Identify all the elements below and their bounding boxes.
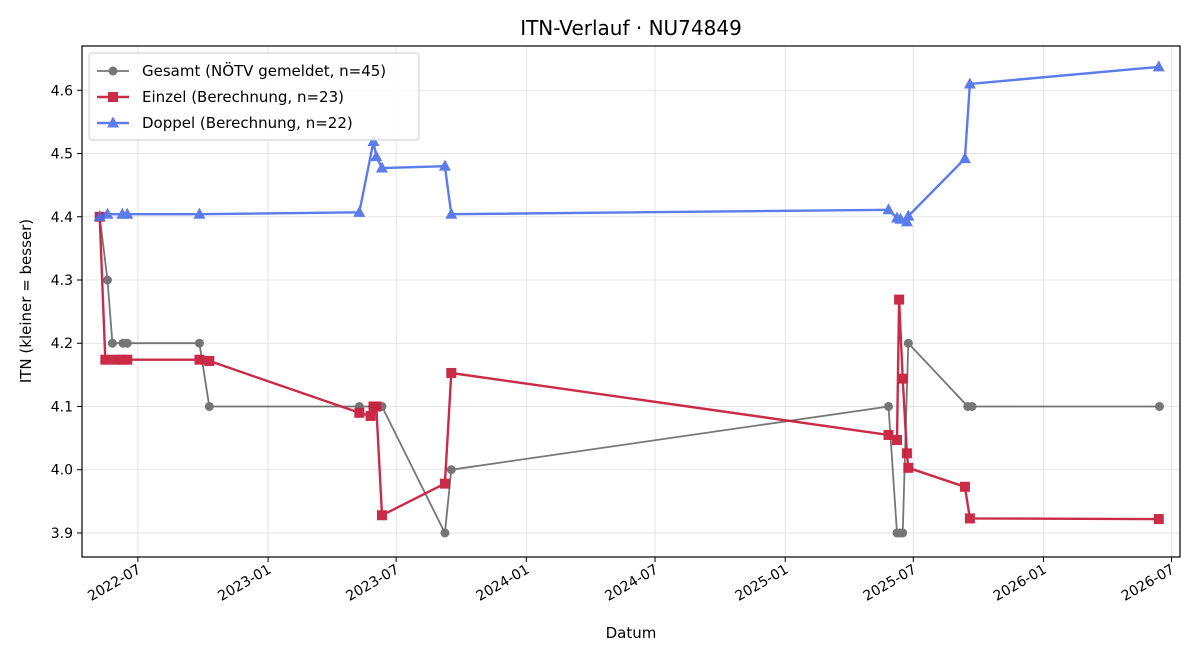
series-gesamt-point (898, 528, 908, 538)
x-tick-label: 2023-01 (215, 562, 274, 605)
series-einzel-point (376, 510, 387, 521)
series-einzel (94, 211, 1164, 525)
series-einzel-point (354, 407, 365, 418)
series-gesamt (95, 212, 1164, 538)
series-gesamt-point (967, 401, 977, 411)
x-tick-label: 2025-07 (861, 562, 920, 605)
series-doppel-point (882, 203, 895, 215)
series-einzel-point (883, 429, 894, 440)
series-layer (93, 60, 1165, 538)
series-einzel-point (897, 373, 908, 384)
legend-label: Doppel (Berechnung, n=22) (142, 114, 353, 132)
series-gesamt-point (102, 275, 112, 285)
chart-title: ITN-Verlauf · NU74849 (520, 16, 742, 40)
plot-frame (81, 45, 1181, 558)
legend-entry (97, 116, 129, 128)
series-gesamt-point (204, 401, 214, 411)
x-axis-ticks: 2022-07 2023-01 2023-07 2024-01 2024-07 2025-… (85, 557, 1178, 605)
legend-box (88, 52, 420, 141)
y-axis-label: ITN (kleiner = besser) (17, 219, 35, 383)
series-einzel-point (892, 435, 903, 446)
legend-label: Einzel (Berechnung, n=23) (142, 88, 344, 106)
x-tick-label: 2026-01 (991, 562, 1050, 605)
series-doppel-point (438, 159, 451, 171)
y-tick-label: 4.5 (51, 147, 73, 163)
series-gesamt-point (884, 401, 894, 411)
series-einzel-point (901, 448, 912, 459)
legend: Gesamt (NÖTV gemeldet, n=45) Einzel (Bere… (88, 52, 420, 141)
series-gesamt-point (903, 338, 913, 348)
y-tick-label: 3.9 (51, 526, 73, 542)
series-gesamt-point (107, 338, 117, 348)
series-gesamt-point (440, 528, 450, 538)
series-doppel (93, 60, 1165, 227)
series-einzel-point (446, 367, 457, 378)
x-tick-label: 2026-07 (1119, 562, 1178, 605)
legend-items: Gesamt (NÖTV gemeldet, n=45) Einzel (Bere… (97, 61, 386, 132)
series-doppel-point (1152, 60, 1165, 72)
series-gesamt-point (446, 465, 456, 475)
legend-entry (97, 92, 129, 102)
series-doppel-point (375, 161, 388, 173)
series-doppel-point (900, 215, 913, 227)
y-tick-label: 4.6 (51, 83, 73, 99)
y-tick-label: 4.1 (51, 399, 73, 415)
y-tick-label: 4.0 (51, 463, 73, 479)
series-doppel-point (193, 207, 206, 219)
series-einzel-point (439, 478, 450, 489)
series-doppel-point (121, 207, 134, 219)
x-axis-label: Datum (606, 624, 657, 642)
series-einzel-point (122, 354, 133, 365)
series-einzel-point (194, 354, 205, 365)
y-tick-label: 4.4 (51, 210, 73, 226)
y-axis-ticks: 3.9 4.0 4.1 4.2 4.3 4.4 4.5 4.6 (51, 83, 82, 542)
y-tick-label: 4.2 (51, 336, 73, 352)
series-doppel-point (894, 212, 907, 224)
series-gesamt-point (122, 338, 132, 348)
x-tick-label: 2025-01 (733, 562, 792, 605)
x-tick-label: 2023-07 (343, 562, 402, 605)
legend-label: Gesamt (NÖTV gemeldet, n=45) (142, 61, 386, 80)
x-tick-label: 2022-07 (85, 562, 144, 605)
series-einzel-point (964, 513, 975, 524)
x-tick-label: 2024-01 (474, 562, 533, 605)
series-einzel-point (894, 294, 905, 305)
series-einzel-point (371, 401, 382, 412)
legend-entry (97, 66, 129, 76)
series-doppel-point (958, 152, 971, 164)
series-einzel-point (204, 355, 215, 366)
series-einzel-point (903, 462, 914, 473)
series-doppel-point (353, 205, 366, 217)
series-doppel-point (101, 207, 114, 219)
series-doppel-point (902, 209, 915, 221)
series-doppel-point (963, 77, 976, 89)
legend-marker (108, 92, 118, 102)
series-doppel-point (370, 150, 383, 162)
series-einzel-point (365, 410, 376, 421)
series-einzel-point (110, 354, 121, 365)
y-tick-label: 4.3 (51, 273, 73, 289)
series-einzel-line (98, 216, 1159, 521)
series-doppel-point (445, 207, 458, 219)
series-einzel-point (100, 354, 111, 365)
series-gesamt-point (194, 338, 204, 348)
legend-marker (107, 116, 119, 128)
x-tick-label: 2024-07 (602, 562, 661, 605)
series-gesamt-line (98, 216, 1160, 534)
legend-marker (108, 66, 118, 76)
series-gesamt-point (1154, 401, 1164, 411)
series-einzel-point (1153, 514, 1164, 525)
series-einzel-point (959, 481, 970, 492)
